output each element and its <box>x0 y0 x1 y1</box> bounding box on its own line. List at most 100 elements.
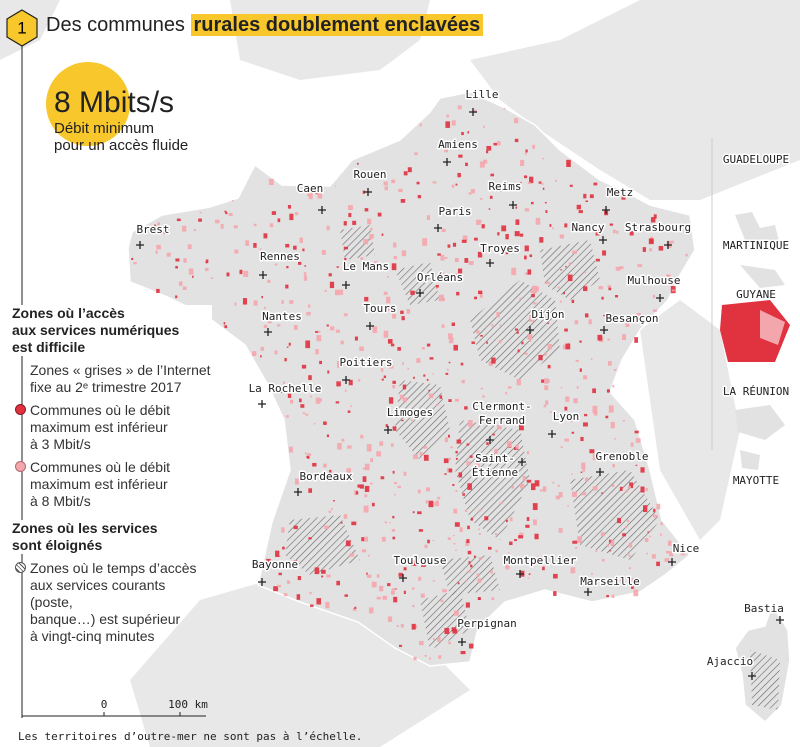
commune-patch <box>640 467 645 473</box>
commune-patch <box>285 284 289 289</box>
commune-patch <box>448 641 451 645</box>
commune-patch <box>379 441 384 446</box>
commune-patch <box>488 208 491 210</box>
commune-patch <box>336 381 341 387</box>
commune-patch <box>225 211 228 215</box>
commune-patch <box>453 610 459 616</box>
commune-patch <box>473 555 476 558</box>
commune-patch <box>393 256 398 260</box>
commune-patch <box>392 536 396 540</box>
commune-patch <box>612 464 615 468</box>
commune-patch <box>565 266 567 268</box>
commune-patch <box>364 208 369 212</box>
commune-patch <box>612 385 615 388</box>
commune-patch <box>459 527 463 533</box>
commune-patch <box>234 302 237 306</box>
commune-patch <box>340 340 344 345</box>
commune-patch <box>298 314 301 316</box>
commune-patch <box>389 522 392 524</box>
commune-patch <box>479 293 483 298</box>
commune-patch <box>595 230 600 236</box>
commune-patch <box>394 493 396 496</box>
commune-patch <box>530 290 533 294</box>
commune-patch <box>558 527 563 533</box>
commune-patch <box>571 431 575 434</box>
commune-patch <box>458 154 463 158</box>
commune-patch <box>395 588 397 590</box>
commune-patch <box>624 526 628 529</box>
commune-patch <box>321 250 326 255</box>
commune-patch <box>293 245 297 250</box>
commune-patch <box>391 179 396 184</box>
city-marker <box>318 206 326 214</box>
commune-patch <box>156 288 160 294</box>
commune-patch <box>514 138 519 143</box>
commune-patch <box>444 627 450 635</box>
commune-patch <box>460 362 464 366</box>
commune-patch <box>532 519 537 526</box>
city-marker <box>342 281 350 289</box>
commune-patch <box>306 311 311 316</box>
legend-item-line: Communes où le débit <box>30 459 171 475</box>
mayotte-shape <box>740 450 760 470</box>
commune-patch <box>461 379 465 384</box>
commune-patch <box>310 395 312 398</box>
commune-patch <box>456 291 460 296</box>
commune-patch <box>630 442 634 447</box>
commune-patch <box>381 536 386 542</box>
commune-patch <box>482 395 485 398</box>
commune-patch <box>538 354 543 361</box>
commune-patch <box>505 519 508 523</box>
commune-patch <box>532 302 537 305</box>
commune-patch <box>306 455 310 459</box>
commune-patch <box>465 540 470 546</box>
commune-patch <box>475 462 480 469</box>
commune-patch <box>519 297 523 300</box>
commune-patch <box>464 258 469 263</box>
commune-patch <box>622 420 625 422</box>
commune-patch <box>579 368 582 372</box>
commune-patch <box>437 496 441 500</box>
commune-patch <box>226 272 230 277</box>
commune-patch <box>507 386 512 389</box>
commune-patch <box>669 551 674 557</box>
commune-patch <box>526 517 530 522</box>
commune-patch <box>453 273 458 278</box>
legend-item: Zones « grises » de l’Internet fixe au 2ᵉ… <box>12 362 212 396</box>
commune-patch <box>592 388 596 394</box>
commune-patch <box>582 468 586 472</box>
commune-patch <box>264 306 266 309</box>
city-label: Amiens <box>438 138 478 151</box>
commune-patch <box>467 483 472 490</box>
commune-patch <box>393 242 397 248</box>
commune-patch <box>518 535 523 539</box>
commune-patch <box>613 369 617 371</box>
commune-patch <box>506 440 512 447</box>
commune-patch <box>464 406 468 410</box>
commune-patch <box>328 510 332 513</box>
commune-patch <box>602 250 607 256</box>
commune-patch <box>380 368 384 372</box>
commune-patch <box>589 194 594 199</box>
city-label: Poitiers <box>340 356 393 369</box>
commune-patch <box>308 488 313 493</box>
commune-patch <box>154 224 156 227</box>
commune-patch <box>465 580 468 582</box>
commune-patch <box>440 254 445 261</box>
commune-patch <box>361 549 367 553</box>
commune-patch <box>338 289 344 295</box>
commune-patch <box>393 482 398 485</box>
commune-patch <box>625 322 630 327</box>
commune-patch <box>336 580 341 586</box>
commune-patch <box>438 655 442 659</box>
commune-patch <box>344 594 348 597</box>
commune-patch <box>411 623 416 630</box>
commune-patch <box>539 489 543 492</box>
commune-patch <box>474 296 478 300</box>
legend-item-line: à vingt-cinq minutes <box>30 628 155 644</box>
commune-patch <box>685 253 688 257</box>
commune-patch <box>660 522 663 526</box>
commune-patch <box>489 195 493 199</box>
commune-patch <box>474 143 478 147</box>
